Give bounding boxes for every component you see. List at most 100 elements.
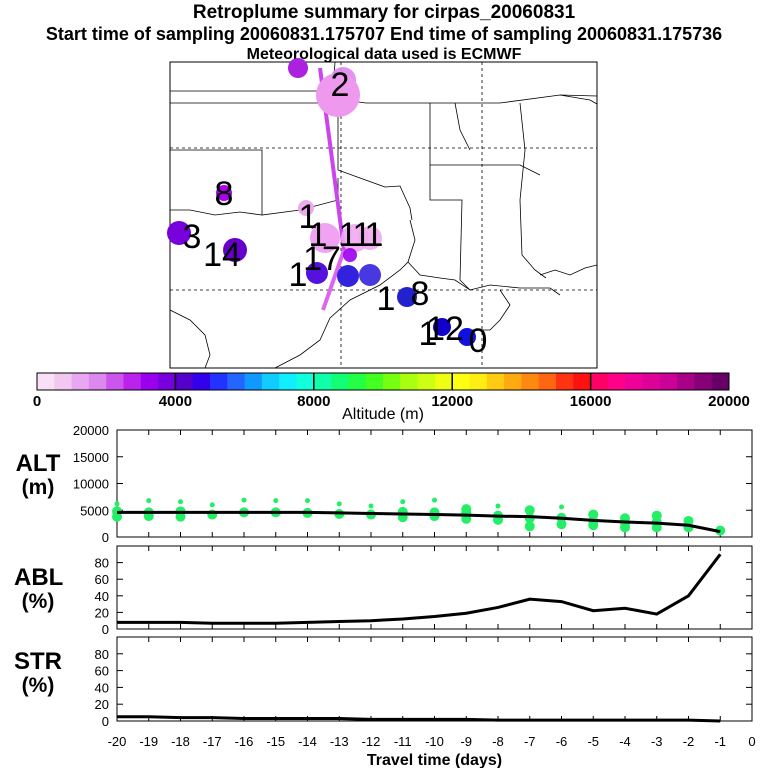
state-boundaries (169, 61, 598, 369)
colorbar-swatch (365, 373, 384, 390)
timeseries-panels: 05000100001500020000020406080020406080-2… (73, 423, 756, 768)
colorbar-tick-label: 16000 (570, 393, 612, 410)
y-tick-label: 40 (95, 589, 109, 604)
colorbar-swatch (383, 373, 401, 390)
plume-cluster (288, 58, 308, 78)
plume-cluster (223, 238, 247, 262)
plume-blob (358, 226, 382, 250)
plume-label: 8 (411, 275, 430, 313)
colorbar-swatch (486, 373, 505, 390)
colorbar-swatch (123, 373, 142, 390)
alt-point (209, 502, 215, 508)
x-tick-label: -11 (394, 734, 412, 749)
plume-cluster (298, 200, 314, 216)
x-tick-label: 0 (748, 734, 755, 749)
x-tick-label: -14 (298, 734, 317, 749)
met-data-source: Meteorological data used is ECMWF (246, 46, 522, 63)
x-tick-label: -20 (108, 734, 127, 749)
colorbar-swatch (417, 373, 436, 390)
alt-point (114, 501, 120, 507)
sampling-time: Start time of sampling 20060831.175707 E… (45, 24, 723, 44)
colorbar-swatch (590, 373, 609, 390)
colorbar-swatch (158, 373, 176, 390)
colorbar-tick-label: 8000 (297, 393, 330, 410)
plume-track-lower (321, 249, 346, 311)
colorbar-swatch (244, 373, 263, 390)
colorbar-swatch (556, 373, 574, 390)
colorbar-tick-label: 12000 (431, 393, 473, 410)
colorbar-swatch (313, 373, 332, 390)
colorbar-swatch (227, 373, 246, 390)
alt-point (620, 522, 630, 533)
colorbar-swatch (711, 373, 730, 390)
alt-point (400, 499, 406, 505)
alt-point (112, 511, 122, 522)
plume-blob (310, 223, 340, 253)
colorbar-swatch (210, 373, 228, 390)
plume-cluster (316, 73, 360, 117)
y-tick-label: 40 (95, 680, 109, 695)
alt-point (175, 511, 186, 522)
plume-cluster (433, 318, 451, 336)
x-tick-label: -7 (524, 734, 536, 749)
colorbar-tick-label: 20000 (708, 393, 750, 410)
x-tick-label: -2 (683, 734, 695, 749)
colorbar-swatch (106, 373, 124, 390)
x-tick-label: -9 (460, 734, 472, 749)
str-panel-label: STR (%) (14, 650, 62, 698)
colorbar-swatch (469, 373, 488, 390)
abl-label: ABL (14, 564, 64, 591)
colorbar-swatch (452, 373, 470, 390)
abl-unit: (%) (21, 590, 55, 613)
abl-line (117, 553, 722, 625)
plume-label: 1 (353, 216, 372, 254)
colorbar-swatch (521, 373, 540, 390)
y-tick-label: 5000 (80, 503, 109, 518)
x-axis-label: Travel time (days) (367, 752, 502, 768)
colorbar-tick-label: 0 (33, 393, 41, 410)
plot-title: Retroplume summary for cirpas_20060831 (192, 2, 576, 23)
colorbar-swatch (434, 373, 453, 390)
x-tick-label: -1 (714, 734, 726, 749)
x-tick-label: -12 (362, 734, 381, 749)
y-tick-label: 15000 (73, 450, 109, 465)
plume-label: 8 (215, 175, 234, 213)
plume-label: 17 (303, 240, 341, 278)
x-tick-label: -8 (492, 734, 504, 749)
y-tick-label: 60 (95, 664, 109, 679)
map-frame (169, 61, 598, 369)
alt-point (524, 521, 535, 532)
colorbar-swatch (504, 373, 522, 390)
plume-label: 1 (289, 256, 308, 294)
colorbar-swatch (175, 373, 194, 390)
colorbar-swatch (192, 373, 211, 390)
plume-cluster (337, 265, 359, 287)
plume-label: 1 (419, 315, 438, 353)
colorbar-swatch (261, 373, 280, 390)
str-line (117, 715, 721, 723)
colorbar-swatch (54, 373, 73, 390)
colorbar: 0 4000 8000 12000 16000 20000 Altitude (m) (33, 372, 750, 423)
colorbar-swatch (348, 373, 367, 390)
alt-point (556, 519, 567, 530)
abl-panel-label: ABL (%) (14, 564, 64, 614)
colorbar-swatch (88, 373, 107, 390)
alt-point (178, 499, 183, 505)
plume-label: 14 (203, 236, 241, 274)
y-tick-label: 10000 (73, 477, 109, 492)
str-unit: (%) (21, 674, 55, 697)
x-tick-label: -16 (235, 734, 254, 749)
x-tick-label: -18 (171, 734, 190, 749)
colorbar-frame (36, 372, 730, 391)
colorbar-swatch (331, 373, 349, 390)
plume-label: 2 (331, 66, 350, 104)
plume-cluster (458, 328, 476, 346)
plume-cluster (306, 262, 328, 284)
x-tick-label: -13 (330, 734, 349, 749)
colorbar-swatch (71, 373, 90, 390)
colorbar-swatch (573, 373, 592, 390)
str-label: STR (14, 648, 62, 675)
